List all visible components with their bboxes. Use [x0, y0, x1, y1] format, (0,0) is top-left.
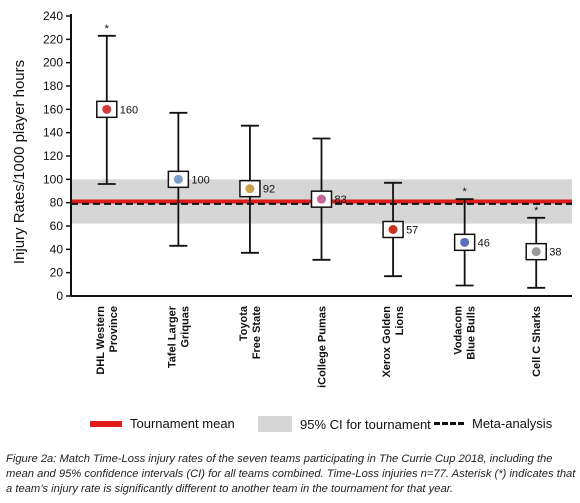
team-logo-icon [317, 194, 326, 204]
meta-swatch [434, 422, 464, 425]
category-label-line: Toyota [238, 305, 250, 341]
y-tick-label: 220 [43, 32, 63, 46]
significance-asterisk: * [463, 186, 468, 198]
legend-item-ci: 95% CI for tournament [258, 416, 431, 432]
ci-swatch [258, 416, 292, 432]
legend-item-meta: Meta-analysis [434, 416, 552, 431]
y-tick-label: 160 [43, 102, 63, 116]
category-label: iCollege Pumas [317, 306, 329, 388]
category-label-line: Tafel Larger [166, 305, 178, 368]
category-label-line: Vodacom [453, 306, 465, 355]
y-tick-label: 40 [50, 242, 64, 256]
team-logo-icon [245, 184, 255, 194]
category-label: Cell C Sharks [531, 306, 543, 377]
value-label: 160 [120, 104, 138, 116]
category-label-line: Province [108, 306, 120, 352]
y-tick-label: 140 [43, 126, 63, 140]
y-tick-label: 180 [43, 79, 63, 93]
legend-label-meta: Meta-analysis [472, 416, 553, 431]
team-logo-icon [460, 237, 470, 247]
legend: Tournament mean 95% CI for tournament Me… [0, 416, 580, 438]
significance-asterisk: * [105, 23, 110, 35]
team-logo-icon [388, 225, 398, 234]
category-label: ToyotaFree State [238, 305, 263, 359]
y-tick-label: 80 [50, 196, 64, 210]
figure-caption: Figure 2a: Match Time-Loss injury rates … [6, 453, 576, 495]
category-label-line: iCollege Pumas [317, 306, 329, 388]
y-tick-label: 120 [43, 149, 63, 163]
significance-asterisk: * [534, 205, 539, 217]
category-label-line: Blue Bulls [466, 306, 478, 360]
y-tick-label: 0 [56, 289, 63, 303]
category-label-line: Lions [394, 306, 406, 335]
team-logo-icon [173, 174, 183, 184]
legend-label-ci: 95% CI for tournament [300, 416, 431, 432]
y-tick-label: 20 [50, 266, 64, 280]
y-axis-title: Injury Rates/1000 player hours [11, 60, 28, 264]
category-label: Xerox GoldenLions [381, 306, 406, 378]
value-label: 100 [191, 174, 209, 186]
category-label: DHL WesternProvince [95, 306, 120, 375]
y-tick-label: 100 [43, 172, 63, 186]
value-label: 83 [335, 194, 347, 206]
value-label: 92 [263, 184, 275, 196]
team-logo-icon [102, 104, 112, 114]
value-label: 46 [478, 237, 490, 249]
error-bars: 160 * DHL WesternProvince 100 Tafel LargerGr… [95, 23, 562, 388]
y-axis: 0 20 40 60 80 100 120 140 160 180 200 220 240 [43, 9, 572, 303]
y-tick-label: 200 [43, 56, 63, 70]
mean-swatch [90, 420, 122, 427]
value-label: 38 [549, 247, 561, 259]
y-tick-label: 240 [43, 9, 63, 23]
category-label-line: DHL Western [95, 306, 107, 375]
value-label: 57 [406, 225, 418, 237]
category-label-line: Free State [251, 306, 263, 359]
y-tick-label: 60 [50, 219, 64, 233]
category-label-line: Xerox Golden [381, 306, 393, 378]
category-label: VodacomBlue Bulls [453, 306, 478, 360]
legend-item-mean: Tournament mean [90, 416, 235, 431]
category-label-line: Griquas [179, 306, 191, 348]
category-label: Tafel LargerGriquas [166, 305, 191, 368]
injury-rate-chart: 0 20 40 60 80 100 120 140 160 180 200 220 240 160 * DH… [11, 9, 572, 388]
team-logo-icon [531, 247, 541, 257]
category-label-line: Cell C Sharks [531, 306, 543, 377]
legend-label-mean: Tournament mean [130, 416, 235, 431]
